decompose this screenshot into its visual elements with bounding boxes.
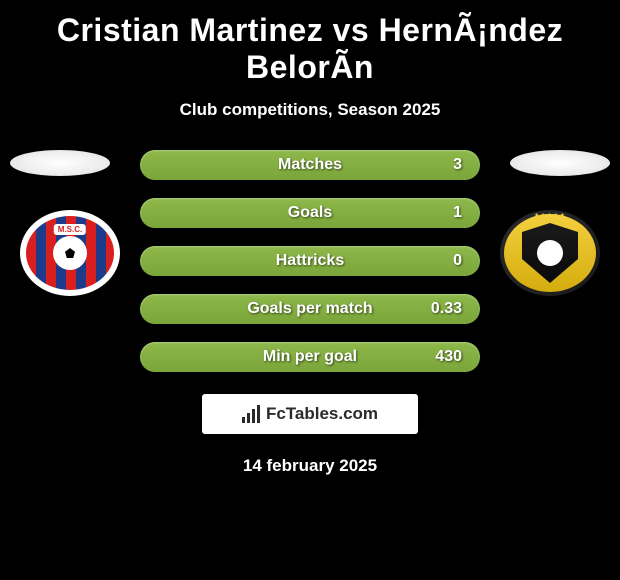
stats-container: Matches 3 Goals 1 Hattricks 0 Goals per …	[140, 150, 480, 372]
stat-label: Goals per match	[158, 300, 462, 318]
stat-value: 1	[453, 204, 462, 222]
soccer-ball-icon	[537, 240, 563, 266]
brand-text: FcTables.com	[266, 404, 378, 424]
club-badge-left: M.S.C.	[20, 210, 120, 296]
stat-label: Goals	[158, 204, 462, 222]
stat-label: Hattricks	[158, 252, 462, 270]
club-left-label: M.S.C.	[54, 224, 86, 235]
comparison-title: Cristian Martinez vs HernÃ¡ndez BelorÃ­n	[0, 0, 620, 86]
player-placeholder-left	[10, 150, 110, 176]
stat-row-goals: Goals 1	[140, 198, 480, 228]
stat-row-matches: Matches 3	[140, 150, 480, 180]
comparison-subtitle: Club competitions, Season 2025	[0, 100, 620, 120]
stat-row-min-per-goal: Min per goal 430	[140, 342, 480, 372]
stat-label: Matches	[158, 156, 462, 174]
soccer-ball-icon	[53, 236, 87, 270]
comparison-date: 14 february 2025	[0, 456, 620, 476]
stat-value: 0	[453, 252, 462, 270]
chart-icon	[242, 405, 260, 423]
shield-icon	[522, 223, 578, 283]
content-area: M.S.C. ★★★★★ Matches 3 Goals 1 Hattricks…	[0, 150, 620, 476]
player-placeholder-right	[510, 150, 610, 176]
stat-row-hattricks: Hattricks 0	[140, 246, 480, 276]
stat-value: 3	[453, 156, 462, 174]
stat-value: 0.33	[431, 300, 462, 318]
club-badge-right: ★★★★★	[500, 210, 600, 296]
stars-icon: ★★★★★	[534, 212, 566, 219]
brand-badge[interactable]: FcTables.com	[202, 394, 418, 434]
stat-value: 430	[435, 348, 462, 366]
stat-row-goals-per-match: Goals per match 0.33	[140, 294, 480, 324]
stat-label: Min per goal	[158, 348, 462, 366]
